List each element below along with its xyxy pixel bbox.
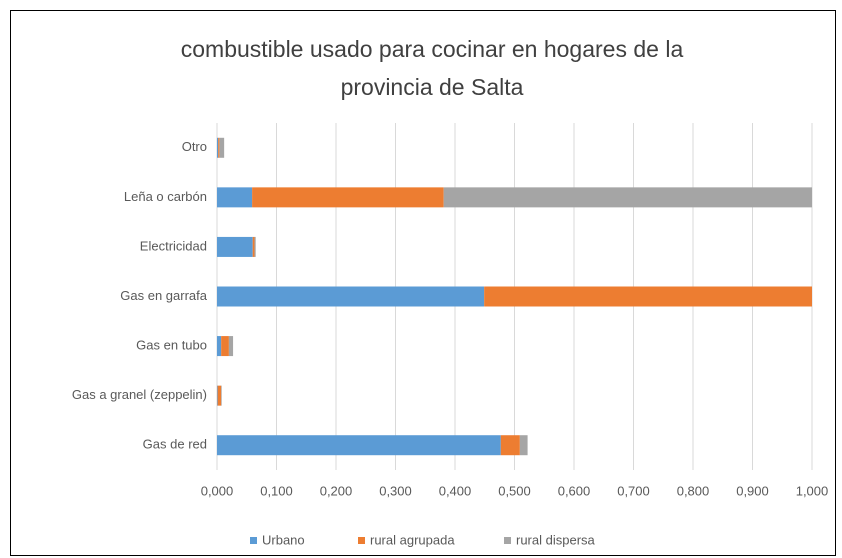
bar-segment: [252, 236, 255, 257]
x-tick-label: 1,000: [796, 483, 829, 498]
bar-segment: [221, 336, 229, 357]
legend-label: rural agrupada: [370, 532, 455, 547]
bar-segment: [217, 435, 501, 456]
x-tick-label: 0,800: [677, 483, 710, 498]
bar-segment: [217, 336, 222, 357]
x-tick-label: 0,000: [201, 483, 234, 498]
legend-label: Urbano: [262, 532, 305, 547]
bar-segment: [519, 435, 528, 456]
y-tick-label: Gas a granel (zeppelin): [72, 387, 207, 402]
x-tick-label: 0,100: [260, 483, 293, 498]
x-tick-label: 0,500: [498, 483, 531, 498]
bar-segment: [218, 137, 220, 158]
bar-segment: [217, 236, 253, 257]
y-tick-label: Gas de red: [143, 437, 207, 452]
bar-segment: [217, 137, 219, 158]
bar-segment: [254, 236, 256, 257]
bar-segment: [221, 385, 222, 406]
legend-swatch: [504, 537, 511, 544]
legend-swatch: [358, 537, 365, 544]
bar-segment: [484, 286, 812, 307]
bar-segment: [443, 187, 812, 208]
bar-segment: [252, 187, 444, 208]
y-tick-label: Gas en garrafa: [120, 288, 207, 303]
bar-segment: [217, 286, 485, 307]
bar-segment: [217, 385, 222, 406]
x-tick-label: 0,200: [320, 483, 353, 498]
x-tick-label: 0,900: [736, 483, 769, 498]
bar-segment: [217, 187, 253, 208]
x-tick-label: 0,700: [617, 483, 650, 498]
legend-label: rural dispersa: [516, 532, 596, 547]
y-tick-label: Gas en tubo: [136, 338, 207, 353]
bar-segment: [217, 385, 218, 406]
x-tick-label: 0,300: [379, 483, 412, 498]
chart-border: [10, 10, 836, 556]
x-tick-label: 0,600: [558, 483, 591, 498]
chart-title: combustible usado para cocinar en hogare…: [180, 36, 684, 100]
y-tick-label: Otro: [182, 139, 207, 154]
y-tick-label: Electricidad: [140, 238, 207, 253]
y-tick-label: Leña o carbón: [124, 189, 207, 204]
bar-segment: [500, 435, 520, 456]
legend-swatch: [250, 537, 257, 544]
x-tick-label: 0,400: [439, 483, 472, 498]
bar-segment: [228, 336, 234, 357]
bar-segment: [219, 137, 225, 158]
